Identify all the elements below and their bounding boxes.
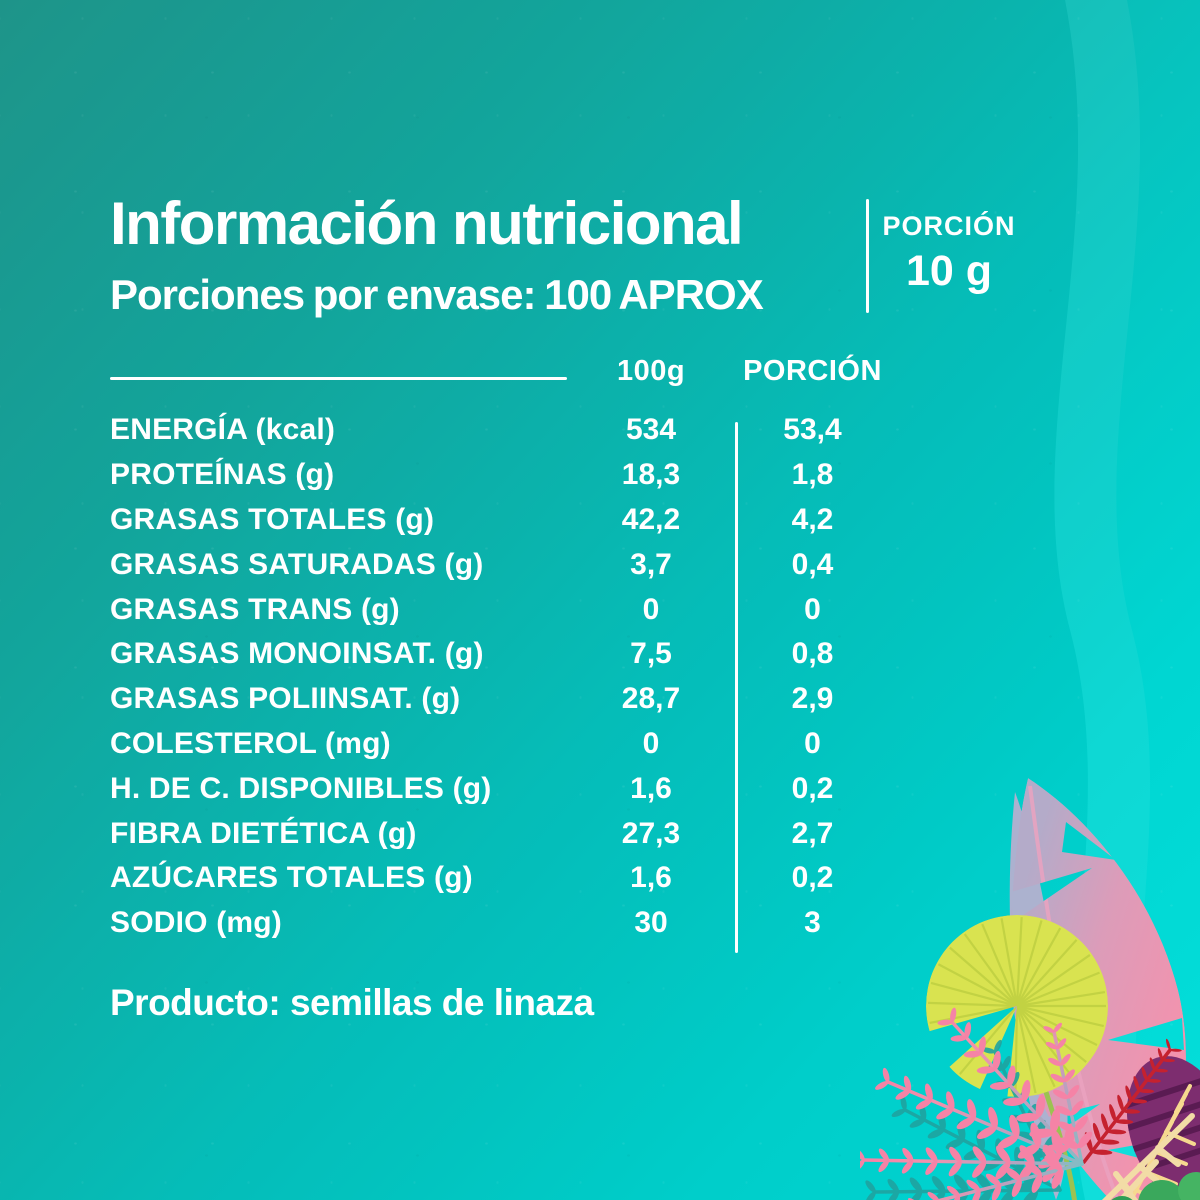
row-label: ENERGÍA (kcal) — [110, 413, 336, 447]
row-value-100g: 1,6 — [630, 861, 672, 895]
row-value-100g: 7,5 — [630, 637, 672, 671]
row-value-100g: 534 — [625, 413, 677, 447]
row-label: PROTEÍNAS (g) — [110, 458, 335, 492]
table-row: ENERGÍA (kcal) 534 53,4 — [110, 408, 888, 453]
row-label: SODIO (mg) — [110, 906, 282, 940]
col-header-porcion: PORCIÓN — [743, 354, 882, 387]
row-label: GRASAS SATURADAS (g) — [110, 547, 484, 581]
row-value-portion: 2,7 — [791, 816, 834, 850]
table-row: GRASAS TRANS (g) 0 0 — [110, 587, 888, 632]
row-value-100g: 0 — [642, 592, 660, 626]
row-label: GRASAS TOTALES (g) — [110, 502, 435, 536]
table-row: PROTEÍNAS (g) 18,3 1,8 — [110, 453, 888, 498]
table-row: GRASAS TOTALES (g) 42,2 4,2 — [110, 498, 888, 543]
row-label: AZÚCARES TOTALES (g) — [110, 861, 473, 895]
row-value-portion: 0 — [804, 592, 821, 626]
row-value-portion: 2,9 — [791, 682, 834, 716]
row-value-100g: 1,6 — [630, 771, 672, 805]
row-value-100g: 18,3 — [621, 458, 681, 492]
portion-label: PORCIÓN — [882, 211, 1016, 241]
nutrition-table: 100g PORCIÓN ENERGÍA (kcal) 534 53,4 PRO… — [110, 350, 888, 946]
page-title: Información nutricional — [110, 190, 744, 257]
row-value-portion: 0 — [804, 726, 821, 760]
row-value-portion: 0,4 — [791, 547, 834, 581]
table-row: COLESTEROL (mg) 0 0 — [110, 722, 888, 767]
table-header-rule — [110, 377, 567, 380]
row-value-portion: 3 — [804, 906, 821, 940]
row-value-100g: 0 — [642, 726, 660, 760]
row-label: GRASAS TRANS (g) — [110, 592, 400, 626]
portion-value: 10 g — [905, 247, 993, 295]
portion-box: PORCIÓN 10 g — [880, 213, 1018, 293]
row-value-100g: 30 — [634, 906, 668, 940]
table-rows: ENERGÍA (kcal) 534 53,4 PROTEÍNAS (g) 18… — [110, 408, 888, 946]
header-divider — [866, 199, 869, 313]
row-value-portion: 0,2 — [791, 861, 834, 895]
row-value-100g: 3,7 — [630, 547, 672, 581]
table-row: H. DE C. DISPONIBLES (g) 1,6 0,2 — [110, 766, 888, 811]
tropical-leaves-illustration — [860, 778, 1200, 1200]
row-label: GRASAS MONOINSAT. (g) — [110, 637, 484, 671]
table-header-row: 100g PORCIÓN — [110, 350, 888, 392]
table-row: GRASAS SATURADAS (g) 3,7 0,4 — [110, 542, 888, 587]
row-value-100g: 27,3 — [621, 816, 681, 850]
row-value-portion: 53,4 — [783, 413, 842, 447]
col-header-100g: 100g — [616, 354, 686, 387]
row-value-portion: 1,8 — [791, 458, 834, 492]
row-value-portion: 0,2 — [791, 771, 834, 805]
green-foliage — [1111, 1172, 1200, 1200]
page-subtitle: Porciones por envase: 100 APROX — [110, 271, 764, 318]
pink-ferns — [860, 1007, 1093, 1200]
row-label: H. DE C. DISPONIBLES (g) — [110, 771, 492, 805]
wave-dark-band — [0, 0, 1088, 1200]
row-value-100g: 28,7 — [621, 682, 681, 716]
cream-twigs — [1101, 1113, 1195, 1200]
row-label: GRASAS POLIINSAT. (g) — [110, 682, 461, 716]
row-value-portion: 0,8 — [791, 637, 834, 671]
product-line: Producto: semillas de linaza — [110, 982, 594, 1023]
row-value-portion: 4,2 — [791, 502, 834, 536]
table-row: SODIO (mg) 30 3 — [110, 901, 888, 946]
table-row: FIBRA DIETÉTICA (g) 27,3 2,7 — [110, 811, 888, 856]
table-column-divider — [735, 422, 738, 953]
table-row: AZÚCARES TOTALES (g) 1,6 0,2 — [110, 856, 888, 901]
table-row: GRASAS MONOINSAT. (g) 7,5 0,8 — [110, 632, 888, 677]
red-fern — [1082, 1038, 1182, 1164]
row-label: COLESTEROL (mg) — [110, 726, 391, 760]
row-label: FIBRA DIETÉTICA (g) — [110, 816, 417, 850]
table-row: GRASAS POLIINSAT. (g) 28,7 2,9 — [110, 677, 888, 722]
row-value-100g: 42,2 — [621, 502, 681, 536]
